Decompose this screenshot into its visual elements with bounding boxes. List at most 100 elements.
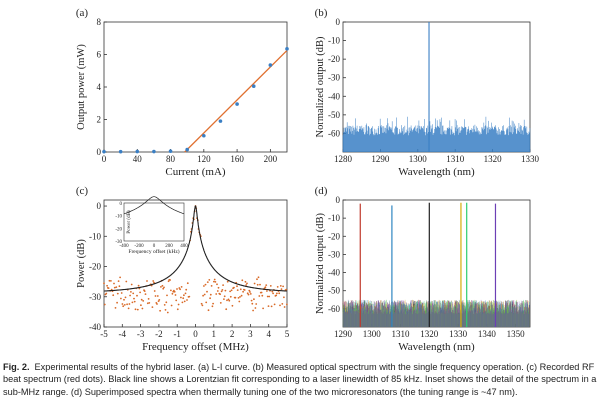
rf-dot [271,290,274,293]
rf-dot [160,286,162,288]
rf-dot [131,301,134,304]
rf-dot [203,293,206,296]
rf-dot [130,283,133,286]
y-tick-label: 4 [97,82,102,92]
rf-dot [188,295,191,298]
rf-dot [225,308,228,311]
panel-label: (a) [76,7,89,19]
rf-dot [267,305,270,307]
y-tick-label: -60 [328,128,340,138]
rf-dot [223,295,226,298]
rf-dot [279,285,282,287]
rf-dot [269,285,272,287]
rf-dot [260,291,263,294]
rf-dot [147,298,150,300]
rf-dot [122,305,125,308]
rf-dot [144,293,147,295]
rf-dot [140,298,143,301]
rf-dot [217,286,220,289]
rf-dot [261,294,264,297]
rf-dot [239,288,242,291]
x-tick-label: -2 [155,329,163,339]
rf-dot [216,283,218,286]
rf-dot [169,279,172,281]
panel-label: (b) [315,7,328,19]
rf-dot [183,300,186,303]
y-tick-label: -10 [328,36,340,46]
y-axis-label: Output power (mW) [76,44,87,130]
rf-dot [202,294,205,297]
rf-dot [129,294,132,297]
rf-dot [175,299,178,302]
x-tick-label: 0 [193,329,198,339]
inset-y-tick-label: -30 [115,240,122,245]
rf-dot [244,280,247,283]
x-tick-label: 1330 [449,329,468,339]
data-point [218,119,223,123]
x-axis-label: Frequency offset (MHz) [142,341,249,353]
rf-dot [121,303,124,305]
rf-dot [176,308,179,311]
rf-dot [256,283,259,286]
rf-dot [117,280,120,282]
rf-dot [132,292,135,295]
x-tick-label: 1300 [363,329,382,339]
inset-x-tick-label: 0 [153,244,156,249]
rf-dot [123,298,125,301]
rf-dot [283,306,286,308]
rf-dot [226,299,228,302]
rf-dot [281,303,284,305]
rf-dot [148,302,151,304]
figure-label: Fig. 2. [3,362,30,372]
y-tick-label: -60 [328,304,340,314]
rf-dot [251,302,254,305]
rf-dot [139,291,142,294]
y-tick-label: -30 [328,73,340,83]
rf-dot [256,278,258,281]
rf-dot [228,299,231,302]
rf-dot [105,292,108,295]
rf-dot [213,280,215,283]
rf-dot [254,307,257,309]
rf-dot [286,303,288,306]
data-point [251,84,256,88]
rf-dot [126,303,128,306]
y-tick-label: -50 [328,110,340,120]
rf-dot [110,280,112,282]
y-tick-label: -10 [89,231,101,241]
rf-dot [159,309,162,312]
data-point [168,149,173,153]
rf-dot [214,281,217,283]
data-point [185,147,189,152]
rf-dot [224,289,227,292]
rf-dot [170,304,173,307]
rf-dot [120,292,123,294]
rf-dot [156,303,158,305]
rf-dot [206,290,208,293]
rf-dot [236,289,239,291]
inset-curve [123,196,185,215]
rf-dot [268,295,271,298]
x-tick-label: 40 [133,154,143,164]
rf-dot [203,285,205,287]
x-tick-label: 1290 [371,154,390,164]
rf-dot [112,294,115,297]
noise-floor [342,116,531,152]
x-axis-label: Wavelength (nm) [398,166,475,178]
rf-dot [173,290,176,293]
rf-dot [205,301,208,304]
inset-frame [123,202,185,242]
rf-dot [166,294,168,297]
x-tick-label: -5 [100,329,108,339]
rf-dot [206,281,209,283]
data-point [102,149,106,154]
rf-dot [234,296,237,299]
rf-dot [258,295,261,297]
rf-dot [210,285,213,287]
lorentzian-fit [104,205,287,292]
rf-dot [116,301,118,304]
chart-panel-a: 0 40 80 120 160 200 0 2 4 6 8 Current (mA) Output po… [76,7,289,178]
rf-dot [213,278,216,281]
rf-dot [245,284,248,286]
x-tick-label: 1310 [446,154,465,164]
